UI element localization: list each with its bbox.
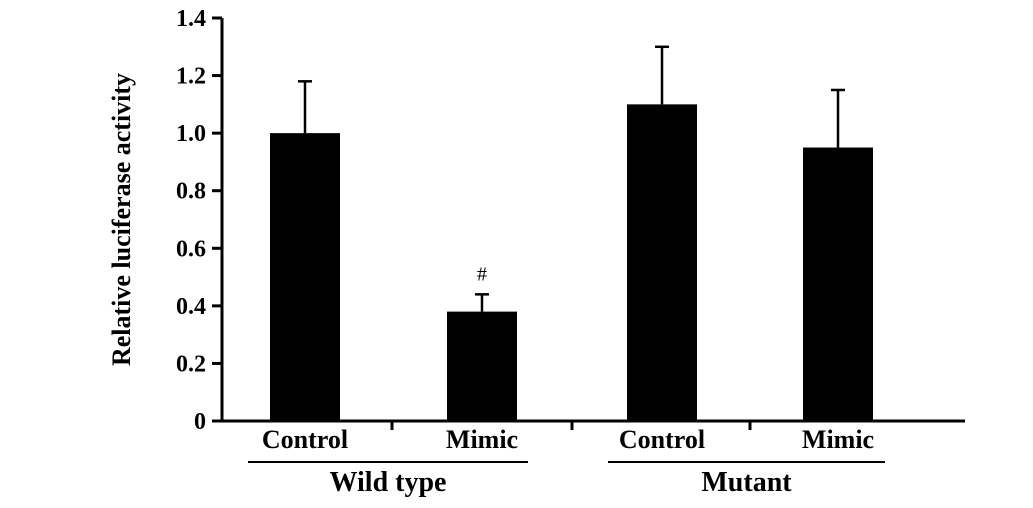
y-tick-label: 0: [194, 409, 206, 435]
y-tick-label: 0.4: [176, 294, 206, 320]
y-tick-label: 1.0: [176, 121, 206, 147]
error-bars: [298, 45, 845, 312]
y-tick-label: 1.2: [176, 64, 206, 90]
x-tick-label: Mimic: [446, 425, 518, 454]
annotations: #: [477, 263, 487, 285]
x-axis-ticks: [390, 421, 752, 430]
x-tick-label: Mimic: [802, 425, 874, 454]
x-tick-label: Control: [619, 425, 705, 454]
y-tick-label: 0.8: [176, 179, 206, 205]
bar: [627, 104, 697, 421]
group-label: Mutant: [701, 467, 792, 498]
category-labels: Control Mimic Control Mimic: [262, 425, 874, 454]
y-tick-label: 0.6: [176, 236, 206, 262]
y-tick-label: 0.2: [176, 351, 206, 377]
significance-marker: #: [477, 263, 487, 285]
bar: [270, 133, 340, 421]
group-label: Wild type: [330, 467, 447, 498]
bar: [803, 147, 873, 422]
y-axis-ticks: 0 0.2 0.4 0.6 0.8 1.0 1.2 1.4: [176, 6, 222, 435]
y-tick-label: 1.4: [176, 6, 206, 32]
group-labels: Wild type Mutant: [248, 461, 885, 498]
bars: [270, 104, 873, 422]
bar: [447, 311, 517, 421]
x-tick-label: Control: [262, 425, 348, 454]
y-axis-label: Relative luciferase activity: [107, 73, 136, 366]
